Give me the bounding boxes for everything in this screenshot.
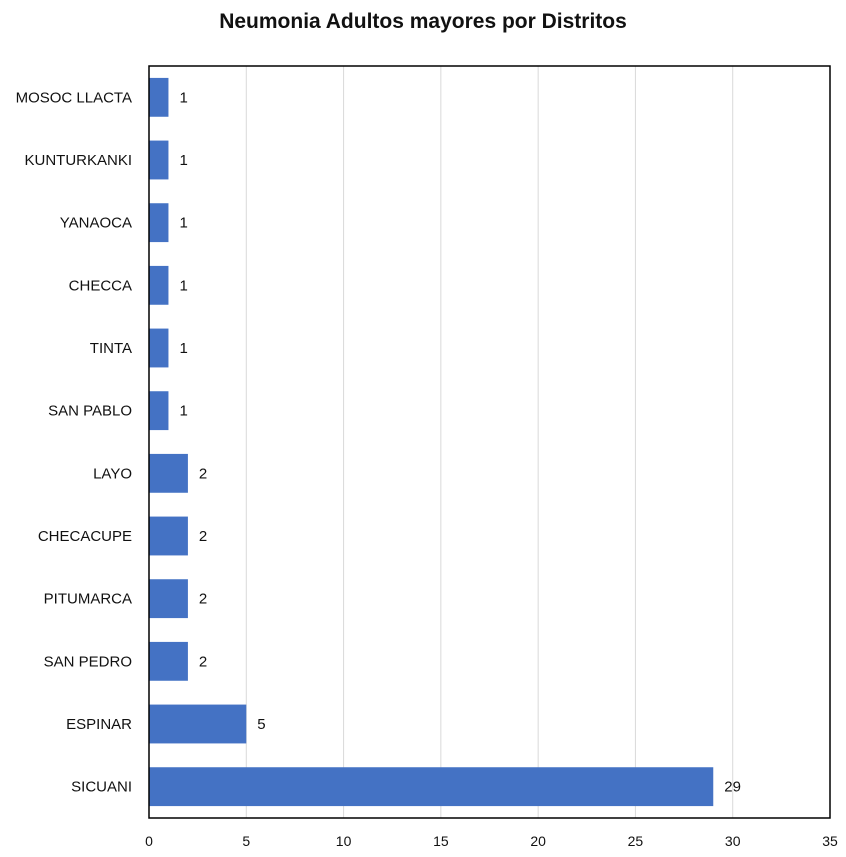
category-label: SAN PABLO [48, 403, 132, 420]
category-label: CHECCA [69, 277, 132, 294]
category-label: SAN PEDRO [44, 653, 132, 670]
plot-area-border [148, 65, 831, 819]
data-label: 2 [199, 528, 207, 545]
data-label: 1 [179, 403, 187, 420]
bar [149, 391, 169, 431]
bar [149, 767, 714, 807]
bar [149, 453, 188, 493]
labels: 0 5 10 15 20 25 30 35 SICUANI 29 ESPINAR 5 SAN PEDRO… [16, 89, 838, 849]
bar [149, 704, 247, 744]
category-label: KUNTURKANKI [24, 152, 132, 169]
data-label: 29 [724, 779, 741, 796]
bar [149, 203, 169, 243]
category-label: SICUANI [71, 779, 132, 796]
category-label: YANAOCA [60, 215, 132, 232]
data-label: 1 [179, 89, 187, 106]
bar [149, 641, 188, 681]
bar [149, 328, 169, 368]
bar [149, 579, 188, 619]
x-tick-label: 0 [145, 833, 153, 849]
x-tick-label: 20 [530, 833, 546, 849]
bar [149, 140, 169, 180]
category-label: CHECACUPE [38, 528, 132, 545]
data-label: 5 [257, 716, 265, 733]
data-label: 1 [179, 152, 187, 169]
x-tick-label: 5 [242, 833, 250, 849]
category-label: ESPINAR [66, 716, 132, 733]
chart-title: Neumonia Adultos mayores por Distritos [219, 10, 627, 33]
category-label: PITUMARCA [44, 591, 132, 608]
x-tick-label: 10 [336, 833, 352, 849]
x-tick-label: 30 [725, 833, 741, 849]
data-label: 2 [199, 653, 207, 670]
x-tick-label: 25 [628, 833, 644, 849]
bar [149, 265, 169, 305]
data-label: 2 [199, 591, 207, 608]
x-tick-label: 35 [822, 833, 838, 849]
data-label: 1 [179, 215, 187, 232]
category-label: MOSOC LLACTA [16, 89, 132, 106]
x-tick-label: 15 [433, 833, 449, 849]
bars [149, 77, 714, 807]
data-label: 2 [199, 465, 207, 482]
data-label: 1 [179, 277, 187, 294]
category-label: LAYO [93, 465, 132, 482]
bar [149, 516, 188, 556]
data-label: 1 [179, 340, 187, 357]
category-label: TINTA [90, 340, 132, 357]
grid-lines [245, 66, 734, 818]
bar [149, 77, 169, 117]
